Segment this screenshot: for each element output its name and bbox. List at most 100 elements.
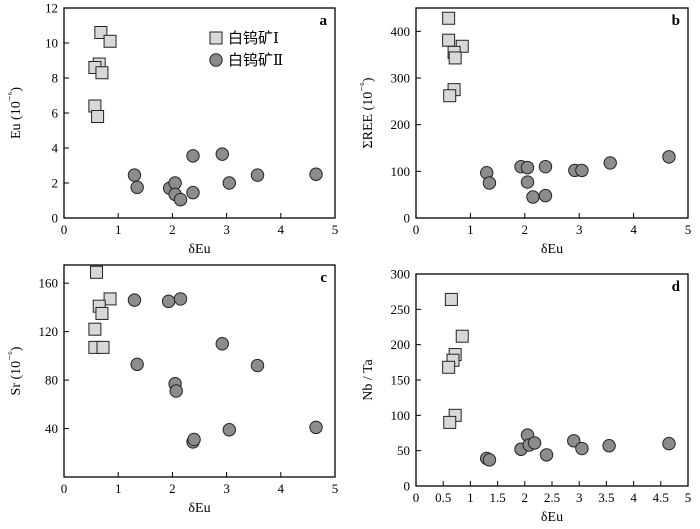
x-tick-label-d: 0.5 (435, 490, 451, 505)
y-tick-label-a: 8 (52, 71, 59, 86)
x-axis-title-b: δEu (541, 242, 563, 257)
panel-label-c: c (320, 270, 327, 286)
panel-d: 0 0.5 1 1.5 2 2.5 3 3.5 4 4.5 5050100150200250300δ… (361, 267, 691, 526)
x-tick-label-a: 4 (278, 222, 285, 237)
legend: 白钨矿Ⅰ 白钨矿Ⅱ (209, 30, 283, 69)
data-point-circle (520, 175, 535, 189)
data-point-circle (173, 292, 188, 306)
x-tick-label-c: 0 (61, 481, 68, 496)
legend-label: 白钨矿Ⅱ (228, 52, 283, 69)
y-tick-label-b: 400 (391, 24, 411, 39)
data-point-circle (602, 439, 616, 453)
y-tick-label-c: 40 (45, 421, 58, 436)
data-point-square (444, 292, 458, 306)
y-tick-label-a: 6 (52, 106, 59, 121)
x-tick-label-a: 2 (169, 222, 176, 237)
data-point-square (91, 110, 105, 123)
x-tick-label-d: 1 (467, 490, 474, 505)
data-point-circle (482, 453, 497, 467)
x-tick-label-d: 2 (522, 490, 529, 505)
x-tick-label-c: 4 (278, 481, 285, 496)
data-point-square (442, 11, 456, 25)
data-point-circle (173, 192, 188, 207)
x-tick-label-d: 3 (576, 490, 583, 505)
y-tick-label-d: 300 (391, 267, 411, 282)
x-tick-label-d: 5 (685, 490, 692, 505)
data-point-circle (538, 159, 553, 174)
y-tick-label-a: 12 (45, 1, 58, 16)
data-point-square (103, 292, 117, 306)
panel-label-b: b (672, 13, 680, 29)
y-tick-label-d: 250 (391, 302, 411, 317)
data-point-circle (187, 432, 201, 447)
y-axis-title-d: Nb / Ta (361, 358, 376, 400)
y-tick-label-c: 120 (39, 324, 59, 339)
data-point-square (95, 306, 109, 320)
panel-label-a: a (320, 13, 328, 29)
data-point-circle (526, 190, 540, 204)
x-axis-title-c: δEu (188, 501, 210, 516)
plot-frame-c (63, 264, 336, 478)
data-point-square (96, 340, 110, 354)
data-point-circle (168, 176, 182, 190)
x-tick-label-a: 5 (332, 222, 339, 237)
data-point-circle (222, 423, 237, 437)
legend-label: 白钨矿Ⅰ (228, 30, 279, 47)
data-point-circle (482, 176, 497, 190)
data-point-circle (130, 180, 144, 195)
y-tick-label-b: 300 (391, 71, 411, 86)
y-tick-label-a: 0 (52, 211, 59, 226)
x-tick-label-c: 5 (332, 481, 339, 496)
plot-frame-b (415, 7, 689, 219)
data-point-circle (662, 436, 676, 451)
x-tick-label-b: 1 (467, 222, 474, 237)
legend-marker-square (209, 31, 223, 45)
y-tick-label-d: 200 (391, 337, 411, 352)
x-tick-label-b: 5 (685, 222, 692, 237)
data-point-square (443, 415, 457, 429)
data-point-square (103, 34, 117, 48)
data-point-square (455, 329, 469, 343)
x-tick-label-b: 0 (413, 222, 420, 237)
data-point-square (88, 322, 102, 336)
data-point-circle (309, 167, 323, 181)
data-point-circle (520, 160, 535, 175)
y-axis-title-a: Eu (10⁻⁶) (6, 87, 24, 139)
x-tick-label-d: 4.5 (653, 490, 669, 505)
y-tick-label-b: 0 (404, 211, 411, 226)
x-tick-label-d: 1.5 (489, 490, 505, 505)
data-point-circle (222, 176, 237, 190)
data-point-circle (215, 147, 229, 161)
x-tick-label-c: 2 (169, 481, 176, 496)
data-point-square (448, 51, 462, 65)
data-point-circle (527, 436, 542, 450)
y-tick-label-a: 4 (52, 141, 59, 156)
legend-marker-circle (209, 53, 223, 67)
data-point-circle (567, 434, 581, 448)
data-point-square (443, 89, 457, 103)
y-tick-label-c: 80 (45, 373, 58, 388)
x-tick-label-b: 4 (630, 222, 637, 237)
x-axis-title-a: δEu (188, 242, 210, 257)
data-point-circle (575, 441, 589, 456)
x-tick-label-a: 3 (223, 222, 230, 237)
x-tick-label-a: 0 (61, 222, 68, 237)
y-tick-label-c: 160 (39, 276, 59, 291)
data-point-circle (186, 185, 200, 200)
x-axis-title-d: δEu (541, 510, 563, 525)
panel-label-d: d (672, 279, 681, 295)
y-tick-label-a: 10 (45, 36, 58, 51)
data-point-circle (662, 150, 676, 164)
y-tick-label-d: 50 (397, 443, 410, 458)
data-point-square (442, 33, 456, 47)
data-point-circle (309, 420, 323, 435)
data-point-circle (538, 188, 553, 203)
data-point-circle (539, 448, 554, 462)
data-point-circle (186, 149, 200, 163)
data-point-square (90, 265, 104, 279)
panel-b: 0 1 2 3 4 5 0 100 200 300 400 δEu ΣREE (10⁻⁶) b (358, 7, 692, 257)
data-point-circle (250, 168, 265, 182)
y-tick-label-d: 150 (391, 373, 411, 388)
